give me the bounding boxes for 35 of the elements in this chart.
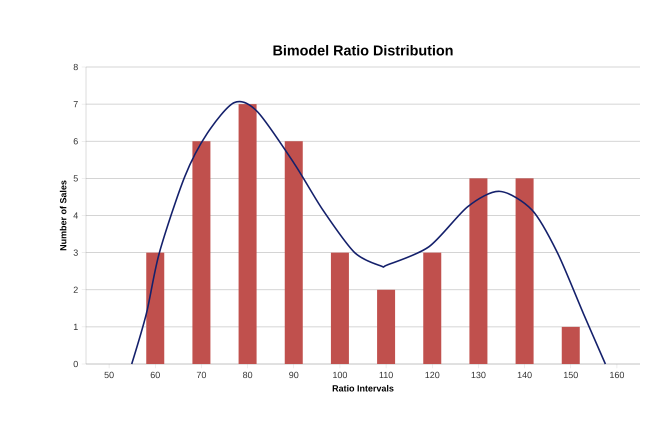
x-tick-label: 110 bbox=[380, 372, 393, 378]
y-axis-title: Number of Sales bbox=[60, 180, 66, 250]
y-tick-label: 7 bbox=[74, 101, 78, 108]
bar bbox=[284, 141, 303, 364]
x-tick-label: 160 bbox=[610, 372, 624, 378]
bar bbox=[146, 252, 164, 364]
y-tick-label: 0 bbox=[74, 360, 78, 368]
x-tick-label: 50 bbox=[104, 372, 114, 378]
bar bbox=[423, 252, 442, 364]
x-tick-label: 140 bbox=[518, 372, 532, 378]
bar bbox=[469, 178, 488, 364]
y-tick-label: 3 bbox=[74, 249, 78, 256]
x-tick-label: 120 bbox=[425, 372, 440, 378]
bar bbox=[192, 141, 210, 364]
x-axis-title: Ratio Intervals bbox=[332, 384, 394, 392]
y-tick-label: 2 bbox=[74, 286, 78, 293]
x-tick-label: 60 bbox=[150, 372, 160, 378]
x-tick-label: 150 bbox=[564, 372, 578, 378]
y-tick-label: 4 bbox=[73, 212, 78, 219]
x-tick-label: 80 bbox=[242, 372, 252, 378]
y-tick-label: 8 bbox=[74, 64, 78, 70]
bar bbox=[562, 326, 580, 364]
chart-title: Bimodel Ratio Distribution bbox=[273, 44, 453, 56]
bar bbox=[330, 252, 349, 364]
x-tick-label: 90 bbox=[289, 372, 298, 378]
bar bbox=[377, 290, 396, 364]
bar bbox=[238, 104, 257, 364]
line-series bbox=[130, 100, 606, 365]
y-tick-label: 6 bbox=[74, 138, 78, 144]
x-tick-label: 130 bbox=[472, 372, 486, 378]
x-tick-label: 100 bbox=[333, 372, 348, 378]
y-tick-label: 5 bbox=[74, 175, 78, 182]
y-tick-label: 1 bbox=[74, 324, 78, 330]
bar bbox=[516, 178, 534, 364]
x-tick-label: 70 bbox=[196, 372, 206, 378]
